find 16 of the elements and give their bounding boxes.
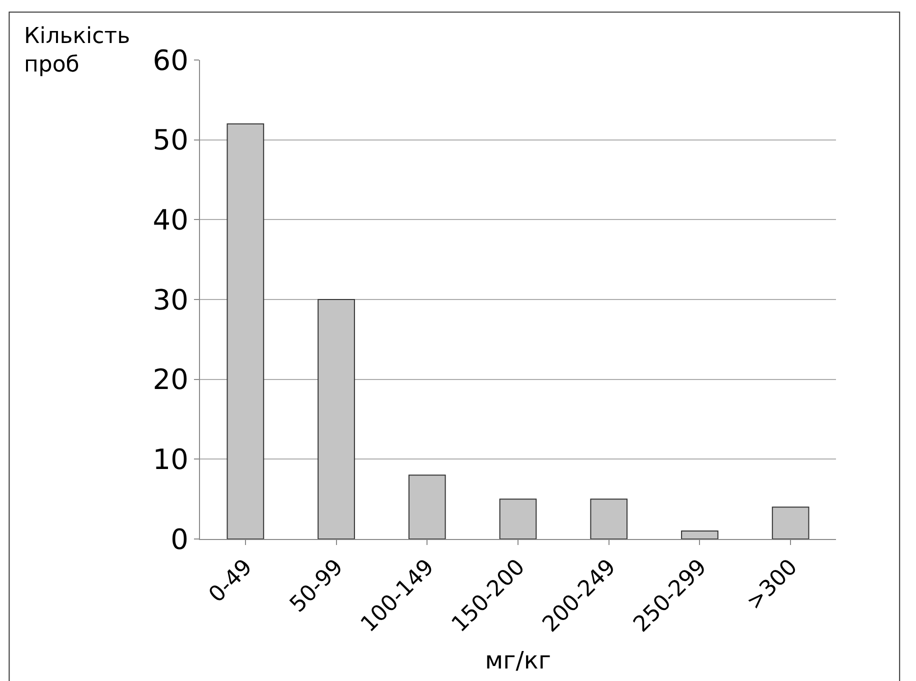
y-tick-label: 30 (152, 283, 188, 316)
bar (499, 498, 537, 539)
bar (772, 506, 810, 539)
y-tick-label: 0 (170, 522, 188, 556)
bar (590, 498, 628, 539)
y-tick-label: 60 (152, 44, 188, 77)
y-axis-title: Кількість проб (24, 24, 130, 78)
bar (318, 299, 355, 539)
bar (681, 530, 718, 539)
y-tick-label: 50 (152, 124, 188, 157)
x-axis-title: мг/кг (485, 646, 551, 675)
y-tick-label: 40 (152, 203, 188, 236)
bar (226, 123, 264, 539)
y-tick-label: 10 (152, 442, 188, 476)
y-tick-label: 20 (152, 363, 188, 396)
bar (408, 474, 446, 539)
